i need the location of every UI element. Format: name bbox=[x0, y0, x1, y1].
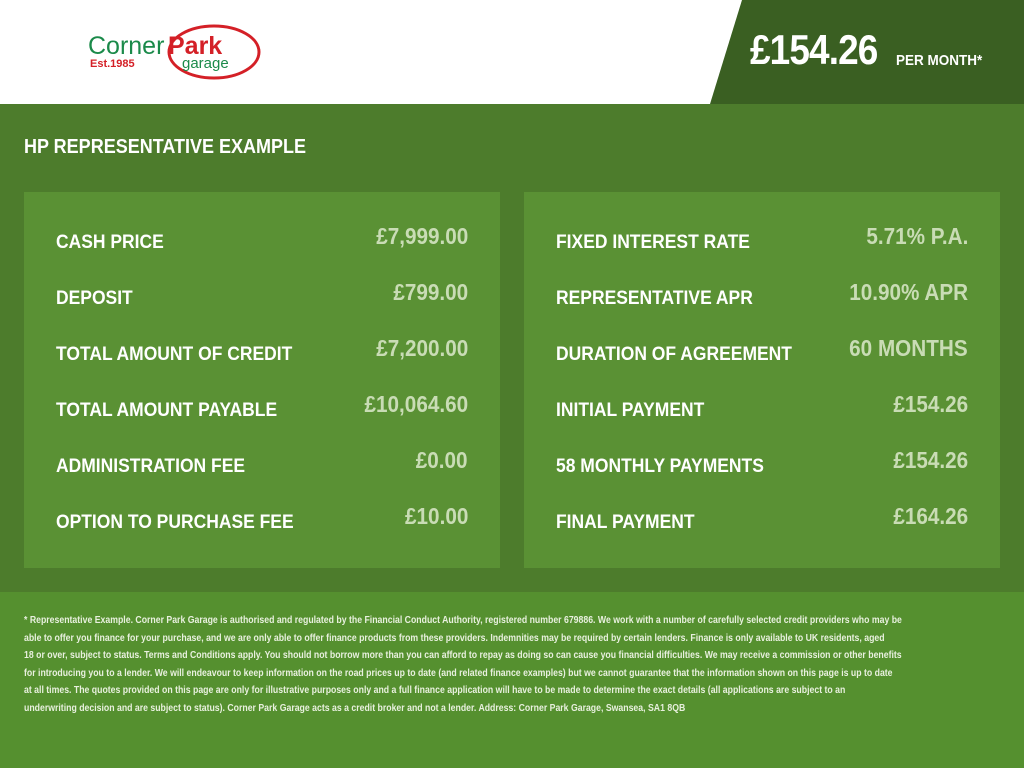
disclaimer-line: 18 or over, subject to status. Terms and… bbox=[24, 649, 902, 661]
disclaimer-line: able to offer you finance for your purch… bbox=[24, 631, 885, 644]
disclaimer-line: at all times. The quotes provided on thi… bbox=[24, 684, 846, 696]
finance-row: ADMINISTRATION FEE £0.00 bbox=[56, 444, 468, 484]
row-label: TOTAL AMOUNT PAYABLE bbox=[56, 400, 278, 421]
row-value: 60 MONTHS bbox=[849, 335, 968, 361]
row-label: DEPOSIT bbox=[56, 288, 133, 309]
row-label: ADMINISTRATION FEE bbox=[56, 456, 246, 477]
finance-row: CASH PRICE £7,999.00 bbox=[56, 220, 468, 260]
row-value: £7,999.00 bbox=[375, 223, 468, 249]
row-label: 58 MONTHLY PAYMENTS bbox=[556, 456, 764, 477]
logo-est: Est.1985 bbox=[90, 58, 135, 70]
finance-row: 58 MONTHLY PAYMENTS £154.26 bbox=[556, 444, 968, 484]
row-label: TOTAL AMOUNT OF CREDIT bbox=[56, 344, 293, 365]
row-value: £154.26 bbox=[893, 391, 968, 417]
right-panel: FIXED INTEREST RATE 5.71% P.A. REPRESENTAT… bbox=[524, 192, 1000, 568]
left-panel: CASH PRICE £7,999.00 DEPOSIT £799.00 TOTAL A… bbox=[24, 192, 500, 568]
finance-row: TOTAL AMOUNT PAYABLE £10,064.60 bbox=[56, 388, 468, 428]
row-label: CASH PRICE bbox=[56, 232, 164, 253]
row-value: £799.00 bbox=[393, 279, 468, 305]
disclaimer-line: underwriting decision and are subject to… bbox=[24, 701, 686, 714]
row-value: £7,200.00 bbox=[375, 335, 468, 361]
row-label: OPTION TO PURCHASE FEE bbox=[56, 512, 294, 533]
corner-park-logo[interactable]: Corner Park Est.1985 garage bbox=[86, 22, 266, 82]
row-value: £0.00 bbox=[416, 447, 468, 473]
row-label: FINAL PAYMENT bbox=[556, 512, 695, 533]
monthly-price: £154.26 bbox=[750, 26, 878, 73]
row-value: 5.71% P.A. bbox=[865, 223, 968, 249]
row-label: DURATION OF AGREEMENT bbox=[556, 344, 792, 365]
price-banner bbox=[710, 0, 1024, 104]
finance-row: FINAL PAYMENT £164.26 bbox=[556, 500, 968, 540]
section-title: HP REPRESENTATIVE EXAMPLE bbox=[24, 136, 307, 158]
disclaimer-line: * Representative Example. Corner Park Ga… bbox=[24, 614, 902, 626]
row-value: £10.00 bbox=[404, 503, 468, 529]
header: Corner Park Est.1985 garage £154.26 PER … bbox=[0, 0, 1024, 104]
row-value: £154.26 bbox=[893, 447, 968, 473]
row-label: REPRESENTATIVE APR bbox=[556, 288, 753, 309]
finance-row: DURATION OF AGREEMENT 60 MONTHS bbox=[556, 332, 968, 372]
logo-corner: Corner bbox=[88, 32, 164, 60]
logo-garage: garage bbox=[182, 55, 229, 72]
finance-row: DEPOSIT £799.00 bbox=[56, 276, 468, 316]
per-month-label: PER MONTH* bbox=[896, 52, 983, 69]
row-value: £10,064.60 bbox=[364, 391, 468, 417]
row-value: 10.90% APR bbox=[849, 279, 968, 305]
row-value: £164.26 bbox=[893, 503, 968, 529]
row-label: INITIAL PAYMENT bbox=[556, 400, 705, 421]
disclaimer: * Representative Example. Corner Park Ga… bbox=[0, 592, 1024, 768]
disclaimer-line: for introducing you to a lender. We will… bbox=[24, 666, 893, 679]
finance-row: REPRESENTATIVE APR 10.90% APR bbox=[556, 276, 968, 316]
finance-row: FIXED INTEREST RATE 5.71% P.A. bbox=[556, 220, 968, 260]
logo-park: Park bbox=[168, 32, 222, 60]
finance-row: INITIAL PAYMENT £154.26 bbox=[556, 388, 968, 428]
row-label: FIXED INTEREST RATE bbox=[556, 232, 750, 253]
finance-row: OPTION TO PURCHASE FEE £10.00 bbox=[56, 500, 468, 540]
finance-row: TOTAL AMOUNT OF CREDIT £7,200.00 bbox=[56, 332, 468, 372]
